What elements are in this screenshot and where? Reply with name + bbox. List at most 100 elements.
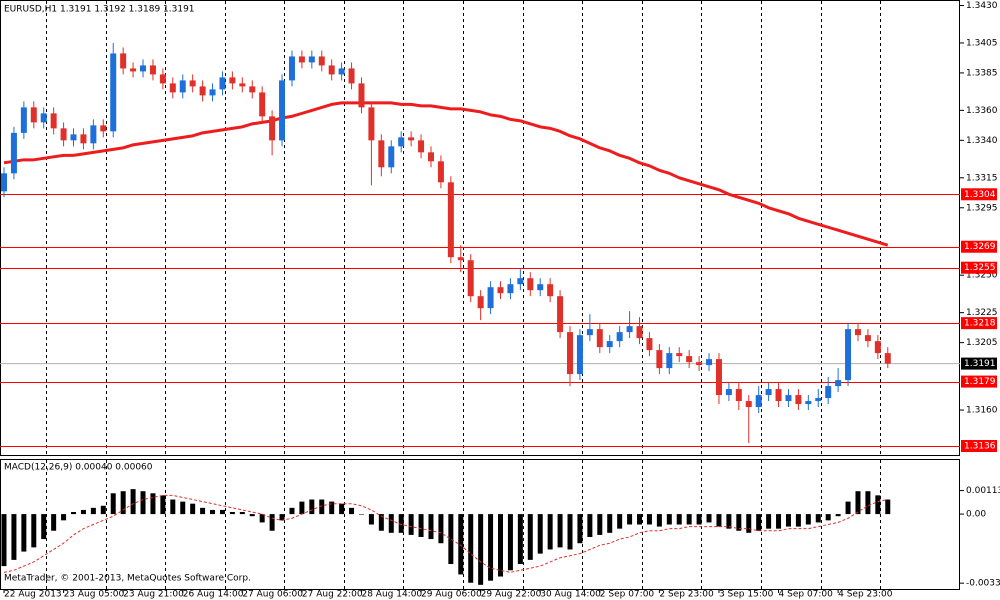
macd-bar	[140, 491, 146, 515]
candle-body	[745, 401, 752, 408]
candle-body	[60, 128, 67, 141]
candle-body	[418, 140, 425, 153]
candle-body	[825, 386, 832, 399]
candle-body	[120, 53, 127, 69]
candle-body	[288, 56, 295, 81]
candle-body	[795, 395, 802, 405]
candle-body	[636, 326, 643, 339]
macd-bar	[746, 514, 752, 533]
macd-bar	[21, 514, 27, 552]
macd-bar	[100, 505, 106, 515]
macd-bar	[299, 501, 305, 515]
copyright: MetaTrader, © 2001-2013, MetaQuotes Soft…	[4, 574, 251, 584]
macd-bar	[279, 514, 285, 521]
macd-y-tick-label: -0.00332	[966, 579, 1000, 589]
macd-bar	[150, 493, 156, 515]
macd-bar	[488, 514, 494, 581]
candle-body	[427, 152, 434, 162]
macd-bar	[785, 514, 791, 527]
macd-bar	[547, 514, 553, 550]
macd-bar	[696, 514, 702, 525]
macd-bar	[80, 509, 86, 515]
x-tick-label: 30 Aug 14:00	[540, 590, 601, 600]
macd-bar	[200, 507, 206, 515]
macd-bar	[607, 514, 613, 533]
current-price-label: 1.3191	[964, 359, 996, 369]
candle-body	[378, 140, 385, 168]
y-tick-label: 1.3315	[966, 173, 998, 183]
candle-body	[189, 80, 196, 87]
candle-body	[557, 296, 564, 333]
level-label-box	[961, 375, 997, 388]
candle-body	[279, 80, 286, 141]
candle-body	[567, 332, 574, 375]
candle-body	[874, 341, 881, 354]
candle-body	[805, 401, 812, 405]
candle-body	[30, 107, 37, 123]
candle-body	[338, 68, 345, 75]
macd-bar	[309, 499, 315, 515]
macd-bar	[845, 501, 851, 515]
macd-y-tick-label: 0.00	[966, 510, 986, 520]
y-tick-label: 1.3405	[966, 38, 998, 48]
macd-bar	[378, 514, 384, 531]
macd-bar	[478, 514, 484, 585]
candle-body	[388, 146, 395, 168]
x-tick-label: 3 Sep 15:00	[719, 590, 774, 600]
macd-bar	[160, 495, 166, 515]
macd-bar	[825, 514, 831, 521]
macd-bar	[468, 514, 474, 583]
macd-bar	[428, 514, 434, 540]
macd-bar	[259, 514, 265, 523]
macd-bar	[61, 514, 67, 521]
macd-bar	[249, 514, 255, 517]
macd-bar	[229, 512, 235, 515]
candle-body	[626, 326, 633, 333]
macd-bar	[448, 514, 454, 565]
level-label-box	[961, 317, 997, 330]
candle-body	[497, 287, 504, 294]
candle-body	[447, 182, 454, 258]
macd-bar	[170, 499, 176, 515]
macd-bar	[805, 514, 811, 525]
macd-bar	[637, 514, 643, 525]
macd-bar	[756, 514, 762, 531]
macd-bar	[567, 514, 573, 550]
macd-bar	[388, 514, 394, 533]
macd-bar	[219, 509, 225, 515]
candle-body	[656, 350, 663, 369]
level-label-box	[961, 188, 997, 201]
candle-body	[676, 353, 683, 357]
macd-bar	[865, 491, 871, 515]
candle-body	[616, 332, 623, 342]
macd-bar	[766, 514, 772, 529]
x-tick-label: 29 Aug 06:00	[421, 590, 482, 600]
candle-body	[835, 380, 842, 387]
level-label: 1.3179	[964, 377, 996, 387]
macd-bar	[190, 503, 196, 515]
x-tick-label: 23 Aug 21:00	[123, 590, 184, 600]
macd-bar	[726, 514, 732, 529]
macd-bar	[180, 501, 186, 515]
macd-bar	[597, 514, 603, 535]
macd-bar	[51, 514, 57, 531]
macd-bar	[319, 499, 325, 515]
candle-body	[398, 137, 405, 147]
x-tick-label: 4 Sep 23:00	[838, 590, 893, 600]
y-tick-label: 1.3430	[966, 1, 998, 11]
x-tick-label: 26 Aug 14:00	[183, 590, 244, 600]
macd-bar	[458, 514, 464, 575]
macd-bar	[438, 514, 444, 544]
candle-body	[864, 335, 871, 342]
y-tick-label: 1.3205	[966, 338, 998, 348]
macd-bar	[358, 514, 364, 515]
candle-body	[487, 287, 494, 309]
macd-bar	[398, 514, 404, 533]
macd-bar	[507, 514, 513, 571]
candle-body	[1, 173, 7, 192]
chart-title: EURUSD,H1 1.3191 1.3192 1.3189 1.3191	[4, 5, 195, 15]
candle-body	[547, 284, 554, 297]
macd-bar	[408, 514, 414, 535]
level-label: 1.3269	[964, 242, 996, 252]
macd-bar	[855, 491, 861, 515]
